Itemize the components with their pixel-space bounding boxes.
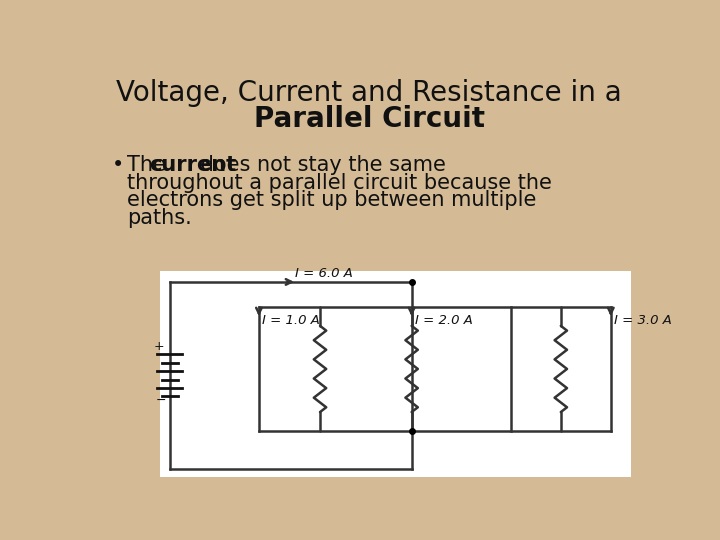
Text: I = 6.0 A: I = 6.0 A xyxy=(294,267,353,280)
Text: +: + xyxy=(153,340,164,353)
Text: Parallel Circuit: Parallel Circuit xyxy=(253,105,485,133)
Text: I = 1.0 A: I = 1.0 A xyxy=(262,314,320,327)
Text: −: − xyxy=(156,394,166,407)
Text: current: current xyxy=(149,155,236,175)
Text: Voltage, Current and Resistance in a: Voltage, Current and Resistance in a xyxy=(116,79,622,107)
Text: does not stay the same: does not stay the same xyxy=(194,155,446,175)
Text: •: • xyxy=(112,155,124,175)
Text: throughout a parallel circuit because the: throughout a parallel circuit because th… xyxy=(127,173,552,193)
Polygon shape xyxy=(160,271,631,477)
Text: electrons get split up between multiple: electrons get split up between multiple xyxy=(127,190,536,210)
Text: The: The xyxy=(127,155,173,175)
Text: I = 2.0 A: I = 2.0 A xyxy=(415,314,472,327)
Text: paths.: paths. xyxy=(127,208,192,228)
Text: I = 3.0 A: I = 3.0 A xyxy=(614,314,672,327)
